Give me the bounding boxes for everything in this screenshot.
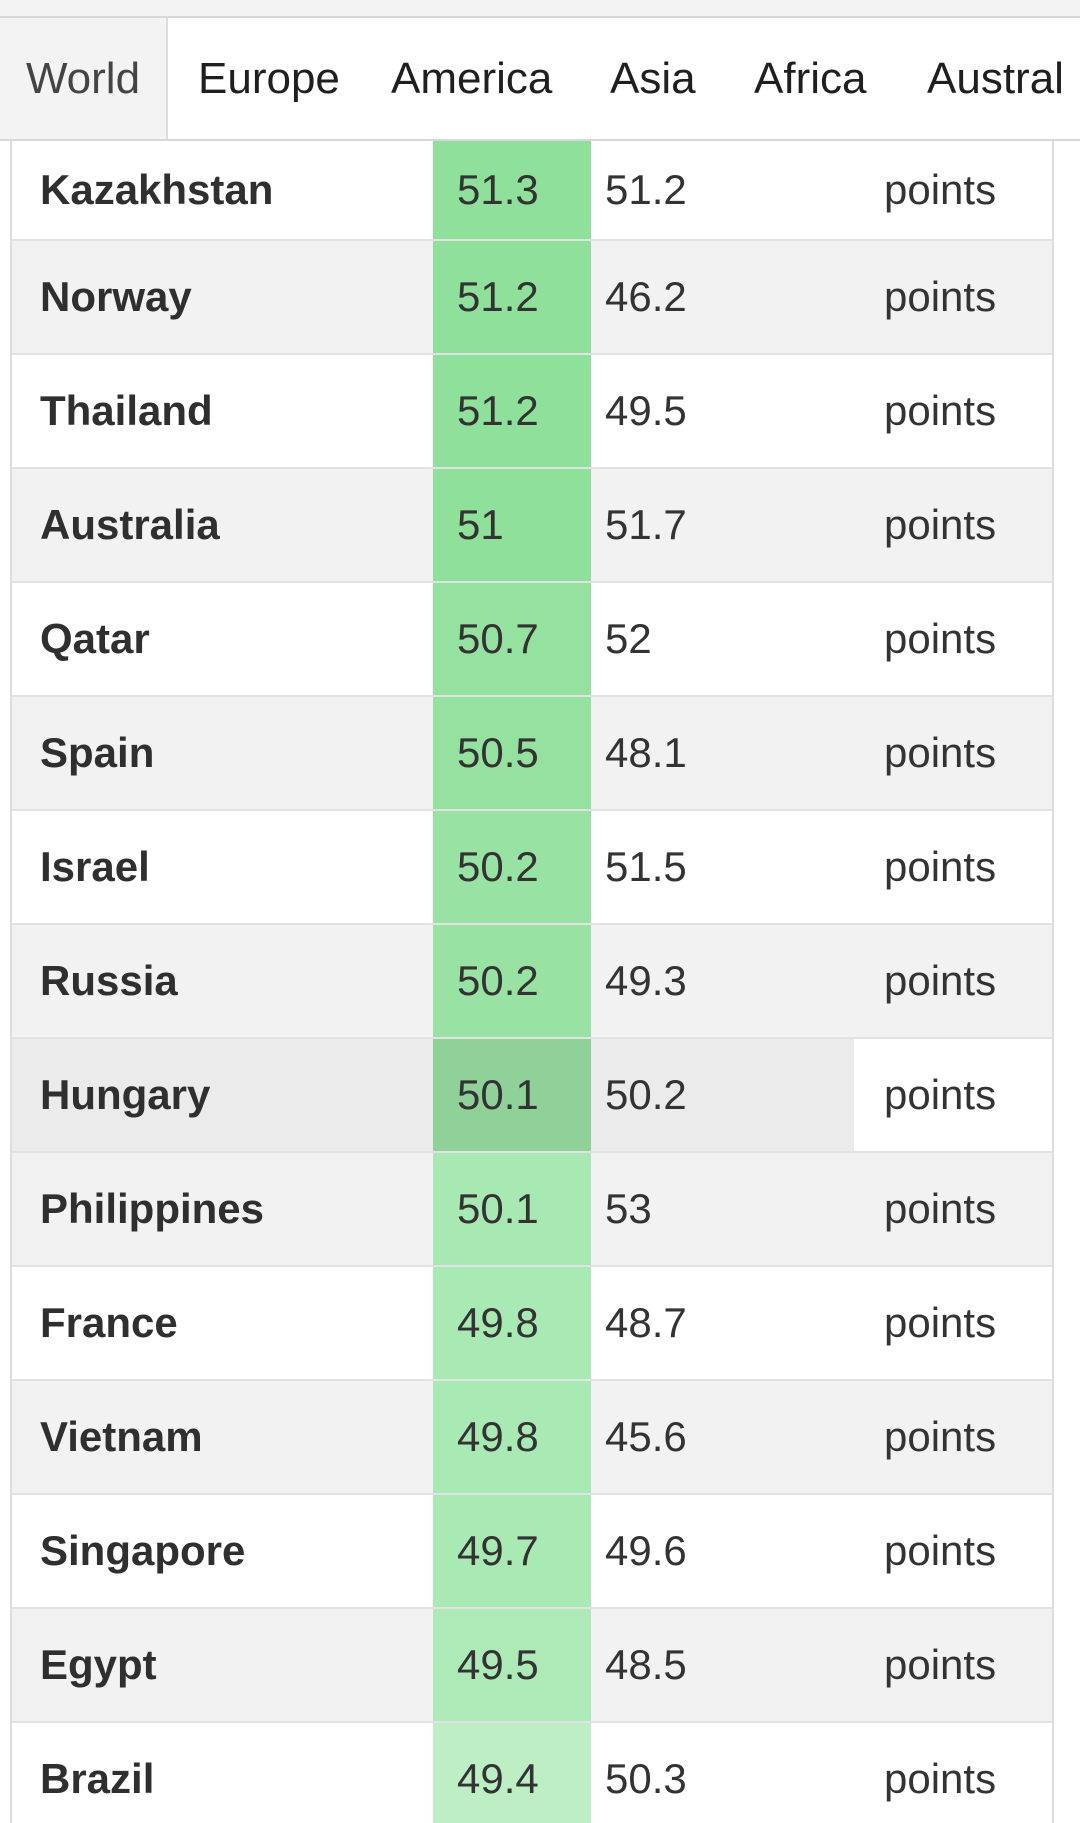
previous-value-cell: 53 bbox=[605, 1185, 652, 1232]
unit-cell: points bbox=[854, 355, 1052, 467]
country-name: Philippines bbox=[40, 1185, 265, 1232]
previous-value-cell: 45.6 bbox=[605, 1413, 687, 1460]
country-name: Egypt bbox=[40, 1641, 157, 1688]
table-row[interactable]: Vietnam 49.8 45.6 points bbox=[12, 1381, 1052, 1495]
country-name: Israel bbox=[40, 843, 150, 890]
score-cell: 50.2 bbox=[433, 811, 591, 923]
score-cell: 49.7 bbox=[433, 1495, 591, 1607]
table-row[interactable]: Kazakhstan 51.3 51.2 points bbox=[12, 141, 1052, 241]
table-row[interactable]: Israel 50.2 51.5 points bbox=[12, 811, 1052, 925]
table-row[interactable]: Russia 50.2 49.3 points bbox=[12, 925, 1052, 1039]
country-name: Russia bbox=[40, 957, 178, 1004]
table-row[interactable]: Australia 51 51.7 points bbox=[12, 469, 1052, 583]
country-name: Australia bbox=[40, 501, 220, 548]
previous-value-cell: 51.5 bbox=[605, 843, 687, 890]
previous-value-cell: 52 bbox=[605, 615, 652, 662]
table-row[interactable]: France 49.8 48.7 points bbox=[12, 1267, 1052, 1381]
unit-cell: points bbox=[854, 1495, 1052, 1607]
score-cell: 50.5 bbox=[433, 697, 591, 809]
score-cell: 51.2 bbox=[433, 241, 591, 353]
country-name: Singapore bbox=[40, 1527, 246, 1574]
table-row[interactable]: Spain 50.5 48.1 points bbox=[12, 697, 1052, 811]
unit-cell: points bbox=[854, 1381, 1052, 1493]
country-name: Hungary bbox=[40, 1071, 211, 1118]
tab-world[interactable]: World bbox=[0, 18, 168, 139]
unit-cell: points bbox=[854, 1609, 1052, 1721]
previous-value-cell: 50.2 bbox=[605, 1071, 687, 1118]
previous-value-cell: 46.2 bbox=[605, 273, 687, 320]
score-cell: 49.5 bbox=[433, 1609, 591, 1721]
score-cell: 51.3 bbox=[433, 141, 591, 239]
previous-value-cell: 51.7 bbox=[605, 501, 687, 548]
region-tabs: World Europe America Asia Africa Austral bbox=[0, 18, 1080, 141]
country-name: Spain bbox=[40, 729, 155, 776]
score-cell: 50.1 bbox=[433, 1153, 591, 1265]
score-cell: 49.4 bbox=[433, 1723, 591, 1823]
unit-cell: points bbox=[854, 1267, 1052, 1379]
table-row[interactable]: Norway 51.2 46.2 points bbox=[12, 241, 1052, 355]
country-name: France bbox=[40, 1299, 178, 1346]
country-name: Vietnam bbox=[40, 1413, 203, 1460]
score-cell: 51 bbox=[433, 469, 591, 581]
unit-cell: points bbox=[854, 697, 1052, 809]
score-cell: 50.7 bbox=[433, 583, 591, 695]
previous-value-cell: 49.6 bbox=[605, 1527, 687, 1574]
table-row[interactable]: Hungary 50.1 50.2 points bbox=[12, 1039, 1052, 1153]
unit-cell: points bbox=[854, 583, 1052, 695]
unit-cell: points bbox=[854, 1723, 1052, 1823]
unit-cell: points bbox=[854, 925, 1052, 1037]
unit-cell: points bbox=[854, 469, 1052, 581]
table-row[interactable]: Singapore 49.7 49.6 points bbox=[12, 1495, 1052, 1609]
previous-value-cell: 50.3 bbox=[605, 1755, 687, 1802]
tab-asia[interactable]: Asia bbox=[610, 54, 696, 103]
unit-cell: points bbox=[854, 241, 1052, 353]
previous-value-cell: 48.7 bbox=[605, 1299, 687, 1346]
previous-value-cell: 51.2 bbox=[605, 166, 687, 213]
country-name: Thailand bbox=[40, 387, 213, 434]
top-strip bbox=[0, 0, 1080, 18]
unit-cell: points bbox=[854, 811, 1052, 923]
previous-value-cell: 49.5 bbox=[605, 387, 687, 434]
table-row[interactable]: Qatar 50.7 52 points bbox=[12, 583, 1052, 697]
previous-value-cell: 48.5 bbox=[605, 1641, 687, 1688]
previous-value-cell: 49.3 bbox=[605, 957, 687, 1004]
score-cell: 50.2 bbox=[433, 925, 591, 1037]
table-row[interactable]: Egypt 49.5 48.5 points bbox=[12, 1609, 1052, 1723]
unit-cell: points bbox=[854, 141, 1052, 239]
country-name: Norway bbox=[40, 273, 192, 320]
score-cell: 49.8 bbox=[433, 1267, 591, 1379]
country-name: Kazakhstan bbox=[40, 166, 274, 213]
score-cell: 49.8 bbox=[433, 1381, 591, 1493]
table-row[interactable]: Philippines 50.1 53 points bbox=[12, 1153, 1052, 1267]
unit-cell: points bbox=[854, 1039, 1052, 1151]
previous-value-cell: 48.1 bbox=[605, 729, 687, 776]
score-cell: 50.1 bbox=[433, 1039, 591, 1151]
tab-australia[interactable]: Austral bbox=[927, 54, 1064, 103]
country-name: Brazil bbox=[40, 1755, 155, 1802]
table-row[interactable]: Brazil 49.4 50.3 points bbox=[12, 1723, 1052, 1823]
tab-africa[interactable]: Africa bbox=[754, 54, 867, 103]
score-cell: 51.2 bbox=[433, 355, 591, 467]
unit-cell: points bbox=[854, 1153, 1052, 1265]
country-name: Qatar bbox=[40, 615, 150, 662]
tab-america[interactable]: America bbox=[391, 54, 553, 103]
tab-europe[interactable]: Europe bbox=[198, 54, 340, 103]
country-table: Kazakhstan 51.3 51.2 points Norway 51.2 46.2 po… bbox=[10, 141, 1054, 1823]
table-row[interactable]: Thailand 51.2 49.5 points bbox=[12, 355, 1052, 469]
